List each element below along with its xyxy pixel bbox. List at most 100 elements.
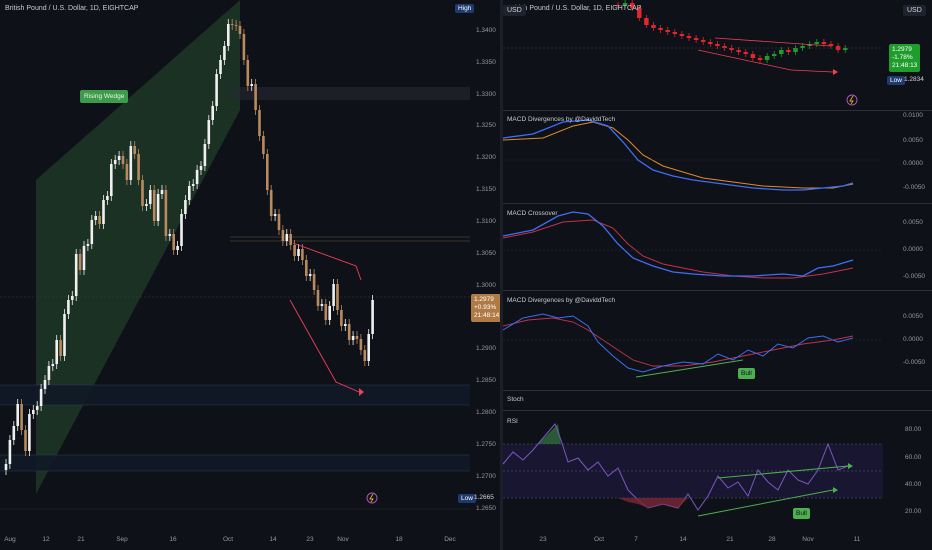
y-tick: -0.0050 (903, 273, 926, 280)
bull-signal-tag[interactable]: Bull (738, 368, 755, 379)
candle-body (729, 48, 734, 50)
right-chart-pane[interactable]: British Pound / U.S. Dollar, 1D, EIGHTCA… (502, 0, 932, 550)
candle-body (757, 58, 763, 60)
candle-body (74, 254, 78, 296)
candle-body (102, 200, 105, 224)
candle-body (156, 194, 160, 221)
x-tick: Oct (222, 536, 234, 543)
price-countdown: 21:48:13 (892, 62, 918, 69)
candle-body (281, 230, 285, 241)
candle-body (160, 190, 164, 194)
candle-body (686, 36, 692, 38)
candle-body (764, 56, 770, 60)
candle-body (332, 284, 335, 306)
candle-body (320, 304, 324, 306)
left-candlestick-chart[interactable] (0, 0, 500, 550)
currency-selector-left[interactable]: USD (503, 5, 526, 16)
candle-body (644, 18, 649, 25)
right-current-price-box: 1.2979 -1.78% 21:48:13 (889, 44, 921, 72)
panel-separator[interactable] (503, 203, 932, 204)
candle-body (786, 50, 791, 52)
candle-body (223, 46, 226, 60)
y-tick: 0.0050 (903, 219, 923, 226)
price-change: -1.78% (892, 54, 913, 61)
support-zone (0, 385, 470, 405)
candle-body (347, 324, 351, 340)
low-value: 1.2665 (474, 494, 494, 501)
x-tick: 7 (634, 536, 638, 543)
candle-body (20, 404, 23, 430)
candle-body (266, 154, 269, 190)
panel-title-macd-crossover: MACD Crossover (507, 210, 558, 217)
y-tick: -0.0050 (903, 359, 926, 366)
rsi-upper-trendline (717, 465, 849, 479)
rising-wedge-label[interactable]: Rising Wedge (80, 90, 129, 103)
currency-selector[interactable]: USD (903, 5, 926, 16)
price-value: 1.2979 (474, 296, 494, 303)
panel-separator[interactable] (503, 110, 932, 111)
macd3-signal-line (502, 317, 854, 367)
y-tick: 0.0100 (903, 112, 923, 119)
candle-body (90, 220, 94, 244)
candle-body (736, 50, 741, 52)
candle-body (658, 28, 663, 30)
candle-body (133, 146, 136, 154)
event-lightning-icon[interactable] (366, 492, 378, 504)
candle-body (250, 84, 253, 86)
y-tick: 0.0000 (903, 246, 923, 253)
event-lightning-icon[interactable] (846, 94, 858, 106)
pane-divider[interactable] (500, 0, 503, 550)
rsi-bull-divergence (697, 489, 834, 517)
candle-body (297, 249, 300, 256)
candle-body (637, 8, 642, 18)
left-candles-group (4, 19, 374, 475)
panel-separator[interactable] (503, 290, 932, 291)
y-tick: 20.00 (905, 508, 922, 515)
candle-body (800, 46, 805, 48)
candle-body (47, 366, 51, 380)
candle-body (8, 440, 12, 464)
low-value: 1.2834 (904, 76, 924, 83)
candle-body (78, 254, 82, 270)
candle-body (129, 146, 133, 180)
crossover-macd-line (502, 211, 854, 277)
candle-body (367, 334, 370, 361)
x-tick: 16 (169, 536, 177, 543)
candle-body (55, 340, 58, 364)
candle-body (629, 3, 635, 8)
right-indicator-chart[interactable] (502, 0, 932, 550)
panel-title-rsi: RSI (507, 418, 518, 425)
candle-body (779, 50, 784, 54)
candle-body (622, 3, 628, 5)
candle-body (35, 406, 39, 410)
candle-body (273, 214, 277, 216)
candle-body (168, 234, 172, 236)
candle-body (176, 246, 179, 250)
candle-body (793, 48, 798, 52)
candle-body (359, 339, 363, 350)
panel-separator[interactable] (503, 410, 932, 411)
left-chart-pane[interactable]: British Pound / U.S. Dollar, 1D, EIGHTCA… (0, 0, 503, 550)
candle-body (750, 54, 756, 58)
x-tick: Sep (116, 536, 128, 543)
panel-title-macd-div-2: MACD Divergences by @DaviddTech (507, 297, 616, 304)
candle-body (301, 249, 304, 260)
y-tick: 1.3000 (476, 282, 496, 289)
panel-separator[interactable] (503, 390, 932, 391)
candle-body (743, 52, 749, 54)
candle-body (285, 234, 289, 241)
candle-body (110, 164, 113, 196)
candle-body (835, 46, 841, 50)
candle-body (113, 160, 117, 164)
y-tick: 1.3300 (476, 91, 496, 98)
y-tick: -0.0050 (903, 184, 926, 191)
rsi-oversold-fill (618, 498, 688, 508)
arrow-head (359, 388, 364, 396)
y-tick: 1.2800 (476, 409, 496, 416)
candle-body (679, 34, 685, 36)
candle-body (98, 216, 101, 224)
wedge-upper-line (714, 37, 832, 47)
candle-body (615, 5, 621, 6)
rsi-bull-signal-tag[interactable]: Bull (793, 508, 810, 519)
candle-body (191, 184, 195, 186)
